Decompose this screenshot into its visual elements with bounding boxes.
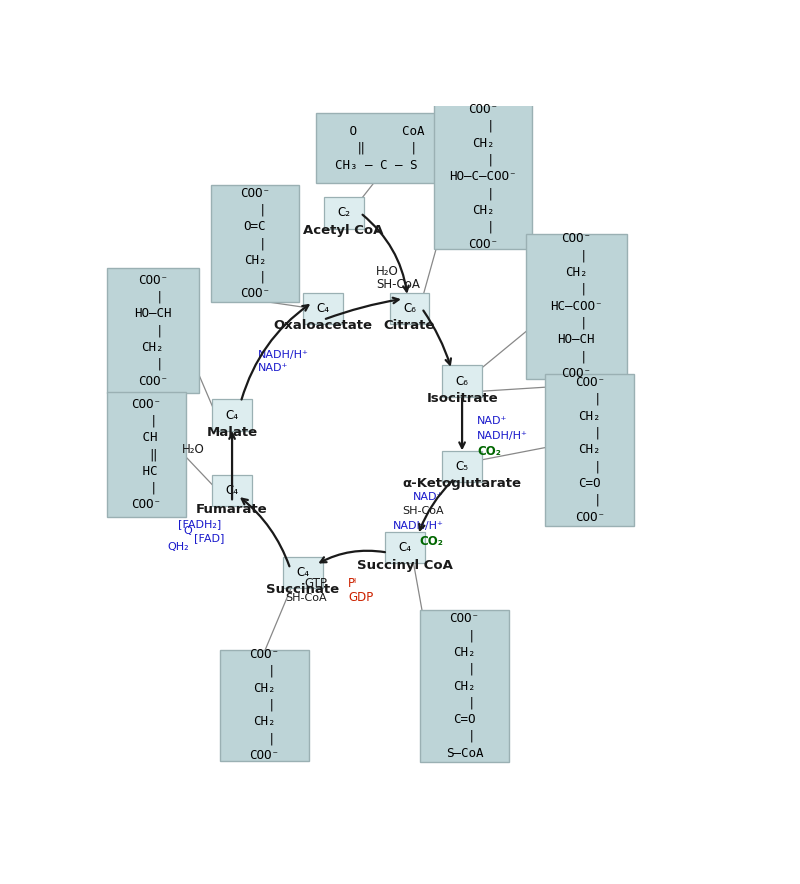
- Text: Malate: Malate: [206, 426, 258, 439]
- Text: NADH/H⁺: NADH/H⁺: [393, 521, 443, 531]
- Text: NADH/H⁺: NADH/H⁺: [477, 431, 528, 441]
- Text: C₆: C₆: [403, 301, 416, 315]
- Text: NADH/H⁺: NADH/H⁺: [258, 349, 309, 360]
- Text: H₂O: H₂O: [376, 265, 398, 278]
- Text: Citrate: Citrate: [384, 319, 435, 332]
- FancyBboxPatch shape: [420, 610, 509, 762]
- Text: Succinyl CoA: Succinyl CoA: [357, 559, 453, 572]
- FancyBboxPatch shape: [546, 374, 634, 526]
- Text: SH-CoA: SH-CoA: [402, 506, 443, 516]
- FancyBboxPatch shape: [324, 197, 363, 229]
- FancyBboxPatch shape: [442, 365, 482, 397]
- Text: C₄: C₄: [296, 566, 310, 579]
- Text: C₅: C₅: [455, 460, 469, 473]
- Text: [FAD]: [FAD]: [194, 533, 224, 543]
- Text: COO⁻
  |
CH₂
  |
CH₂
  |
C=O
  |
COO⁻: COO⁻ | CH₂ | CH₂ | C=O | COO⁻: [574, 376, 605, 523]
- Text: C₄: C₄: [226, 408, 238, 422]
- FancyBboxPatch shape: [303, 293, 343, 324]
- FancyBboxPatch shape: [434, 104, 532, 249]
- FancyBboxPatch shape: [386, 531, 425, 563]
- FancyBboxPatch shape: [210, 185, 299, 302]
- FancyBboxPatch shape: [107, 269, 198, 393]
- Text: COO⁻
  |
 CH
  ‖
 HC
  |
COO⁻: COO⁻ | CH ‖ HC | COO⁻: [131, 398, 162, 512]
- Text: C₄: C₄: [398, 541, 411, 553]
- Text: H₂O: H₂O: [182, 443, 204, 456]
- Text: α-Ketoglutarate: α-Ketoglutarate: [402, 477, 522, 491]
- Text: SH-CoA: SH-CoA: [286, 592, 327, 603]
- FancyBboxPatch shape: [212, 400, 252, 431]
- Text: O      CoA
   ‖      |
CH₃ — C — S: O CoA ‖ | CH₃ — C — S: [327, 125, 425, 171]
- FancyBboxPatch shape: [220, 650, 309, 760]
- Text: CO₂: CO₂: [420, 535, 443, 547]
- FancyBboxPatch shape: [107, 392, 186, 517]
- FancyBboxPatch shape: [316, 113, 436, 183]
- Text: Fumarate: Fumarate: [196, 502, 268, 515]
- Text: C₄: C₄: [226, 484, 238, 497]
- Text: Succinate: Succinate: [266, 583, 339, 596]
- Text: COO⁻
  |
CH₂
  |
HC—COO⁻
  |
HO—CH
  |
COO⁻: COO⁻ | CH₂ | HC—COO⁻ | HO—CH | COO⁻: [550, 232, 602, 380]
- Text: COO⁻
  |
CH₂
  |
HO—C—COO⁻
  |
CH₂
  |
COO⁻: COO⁻ | CH₂ | HO—C—COO⁻ | CH₂ | COO⁻: [450, 103, 517, 250]
- Text: SH-CoA: SH-CoA: [376, 278, 420, 291]
- Text: Q: Q: [183, 526, 192, 536]
- Text: C₄: C₄: [317, 301, 330, 315]
- FancyBboxPatch shape: [390, 293, 430, 324]
- FancyBboxPatch shape: [283, 557, 322, 588]
- Text: GTP: GTP: [304, 577, 327, 591]
- Text: C₆: C₆: [456, 375, 469, 387]
- Text: Isocitrate: Isocitrate: [426, 392, 498, 405]
- Text: C₂: C₂: [337, 207, 350, 219]
- Text: NAD⁺: NAD⁺: [258, 363, 289, 373]
- Text: GDP: GDP: [348, 591, 374, 604]
- Text: COO⁻
  |
CH₂
  |
CH₂
  |
COO⁻: COO⁻ | CH₂ | CH₂ | COO⁻: [250, 648, 279, 762]
- Text: [FADH₂]: [FADH₂]: [178, 519, 221, 529]
- Text: COO⁻
  |
CH₂
  |
CH₂
  |
C=O
  |
S—CoA: COO⁻ | CH₂ | CH₂ | C=O | S—CoA: [446, 613, 483, 759]
- Text: Pᴵ: Pᴵ: [348, 577, 357, 591]
- Text: QH₂: QH₂: [167, 542, 189, 552]
- Text: NAD⁺: NAD⁺: [477, 416, 507, 426]
- Text: Acetyl CoA: Acetyl CoA: [303, 225, 384, 237]
- Text: COO⁻
  |
HO—CH
  |
CH₂
  |
COO⁻: COO⁻ | HO—CH | CH₂ | COO⁻: [134, 274, 171, 387]
- Text: CO₂: CO₂: [477, 445, 501, 458]
- FancyBboxPatch shape: [212, 475, 252, 507]
- Text: Oxaloacetate: Oxaloacetate: [274, 319, 373, 332]
- FancyBboxPatch shape: [442, 451, 482, 482]
- Text: COO⁻
  |
O=C
  |
CH₂
  |
COO⁻: COO⁻ | O=C | CH₂ | COO⁻: [240, 187, 270, 301]
- FancyBboxPatch shape: [526, 233, 626, 378]
- Text: NAD⁺: NAD⁺: [413, 492, 443, 502]
